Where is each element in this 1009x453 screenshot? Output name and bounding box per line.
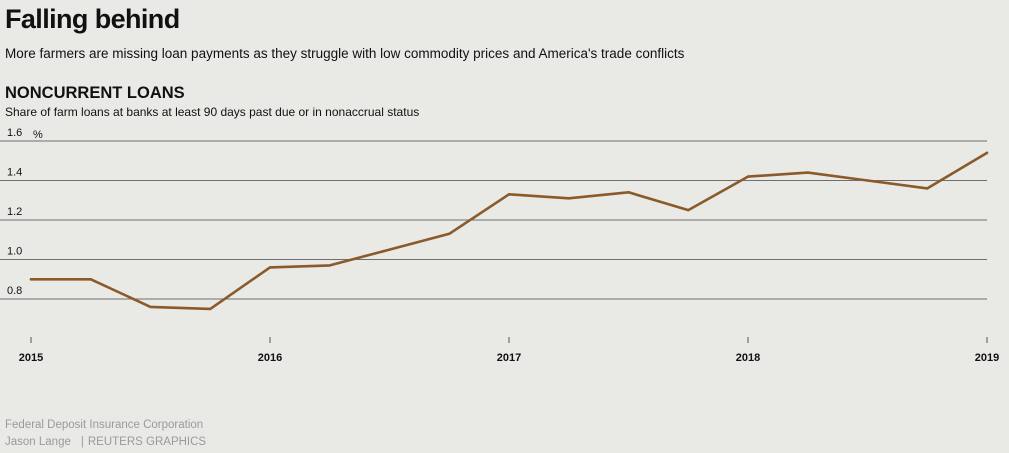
- data-point: [567, 197, 570, 200]
- x-axis-ticks: 2015 2016 2017 2018 2019: [19, 337, 999, 364]
- data-point: [388, 248, 391, 251]
- data-point: [448, 232, 451, 236]
- data-point: [866, 179, 869, 182]
- x-tick-label: 2018: [736, 352, 760, 364]
- organization-name: REUTERS GRAPHICS: [87, 436, 207, 448]
- y-tick-label: 1.2: [7, 206, 22, 218]
- series-group: [29, 151, 989, 311]
- data-point: [627, 191, 630, 194]
- data-point: [746, 175, 750, 178]
- y-tick-label: 1.0: [7, 246, 22, 258]
- chart-title: NONCURRENT LOANS: [5, 84, 185, 102]
- page-subtitle: More farmers are missing loan payments a…: [5, 46, 685, 61]
- page-title: Falling behind: [5, 4, 180, 34]
- y-axis-labels: 0.8 1.0 1.2 1.4 1.6: [7, 127, 22, 297]
- x-tick-label: 2015: [19, 352, 43, 364]
- y-tick-label: 1.6: [7, 127, 22, 139]
- data-point: [926, 187, 929, 190]
- data-point: [268, 266, 272, 269]
- data-point: [806, 171, 809, 174]
- author-name: Jason Lange: [5, 436, 71, 448]
- data-point: [507, 193, 511, 196]
- x-tick-label: 2016: [258, 352, 282, 364]
- data-point: [89, 278, 92, 281]
- data-point: [29, 278, 33, 281]
- chart-subtitle: Share of farm loans at banks at least 90…: [5, 105, 420, 119]
- data-point: [985, 151, 989, 155]
- credit-separator: |: [80, 436, 84, 448]
- y-axis-unit: %: [33, 129, 43, 141]
- x-tick-label: 2017: [497, 352, 521, 364]
- data-point: [209, 307, 212, 311]
- y-tick-label: 1.4: [7, 167, 22, 179]
- data-point: [149, 305, 152, 309]
- x-tick-label: 2019: [975, 352, 999, 364]
- y-tick-label: 0.8: [7, 285, 22, 297]
- data-point: [687, 208, 690, 212]
- data-point: [328, 264, 331, 267]
- gridlines: [0, 140, 987, 300]
- source-note: Federal Deposit Insurance Corporation: [5, 419, 204, 431]
- credit-line: Jason Lange | REUTERS GRAPHICS: [5, 436, 206, 448]
- series-line: [29, 151, 989, 311]
